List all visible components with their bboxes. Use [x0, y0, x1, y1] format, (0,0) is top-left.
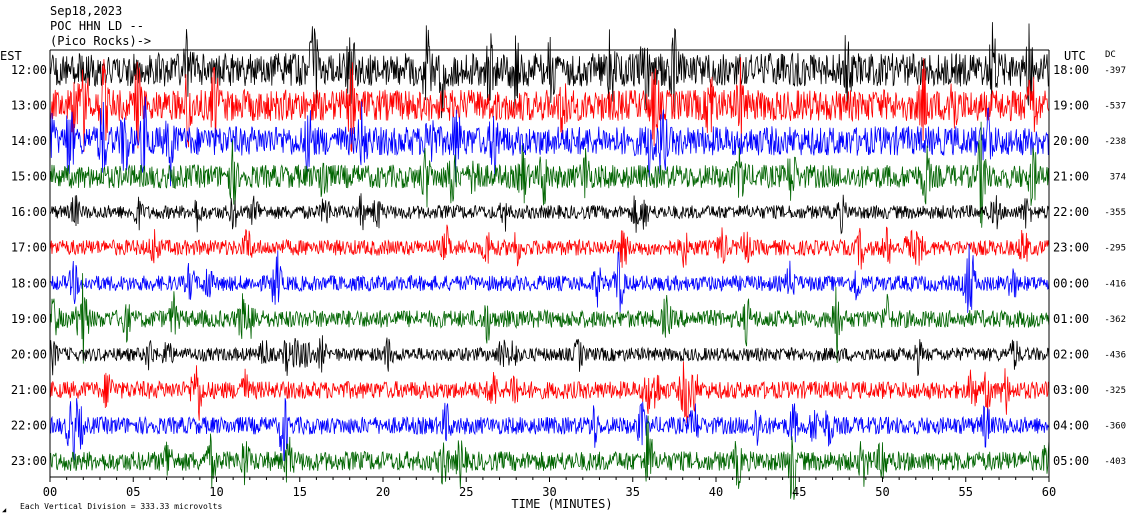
x-tick-label: 20: [376, 485, 390, 499]
utc-time-label: 03:00: [1053, 383, 1089, 397]
label-layer: EST UTC DC TIME (MINUTES) Each Vertical …: [0, 49, 1126, 514]
dc-offset-label: -355: [1104, 208, 1126, 218]
x-tick-label: 00: [43, 485, 57, 499]
x-tick-label: 55: [959, 485, 973, 499]
trace-row-9: [49, 335, 1050, 376]
x-tick-label: 35: [626, 485, 640, 499]
dc-offset-label: -537: [1104, 101, 1126, 111]
plot-frame: [49, 49, 1050, 482]
utc-time-label: 18:00: [1053, 63, 1089, 77]
x-tick-label: 05: [126, 485, 140, 499]
utc-time-label: 05:00: [1053, 454, 1089, 468]
dc-offset-label: -295: [1104, 244, 1126, 254]
x-tick-label: 40: [709, 485, 723, 499]
trace-row-7: [49, 243, 1050, 313]
trace-row-8: [49, 273, 1050, 364]
x-tick-label: 50: [875, 485, 889, 499]
est-time-label: 19:00: [11, 312, 47, 326]
trace-row-12: [49, 415, 1050, 500]
header-network: (Pico Rocks)->: [50, 34, 152, 48]
utc-time-label: 19:00: [1053, 98, 1089, 112]
dc-offset-label: -362: [1104, 315, 1126, 325]
x-tick-label: 15: [293, 485, 307, 499]
trace-row-11: [49, 398, 1050, 462]
utc-time-label: 04:00: [1053, 419, 1089, 433]
dc-offset-label: 374: [1110, 173, 1126, 183]
est-time-label: 14:00: [11, 134, 47, 148]
trace-row-6: [49, 224, 1050, 270]
utc-time-label: 21:00: [1053, 170, 1089, 184]
est-time-label: 12:00: [11, 63, 47, 77]
trace-row-4: [49, 121, 1050, 228]
est-time-label: 23:00: [11, 454, 47, 468]
est-time-label: 17:00: [11, 241, 47, 255]
utc-time-label: 02:00: [1053, 347, 1089, 361]
x-tick-label: 30: [542, 485, 556, 499]
utc-axis-label: UTC: [1064, 49, 1086, 63]
trace-row-5: [49, 193, 1050, 235]
dc-offset-label: -360: [1104, 422, 1126, 432]
utc-time-label: 00:00: [1053, 276, 1089, 290]
footer-note: Each Vertical Division = 333.33 microvol…: [20, 502, 222, 511]
est-time-label: 18:00: [11, 276, 47, 290]
trace-row-1: [49, 22, 1050, 119]
dc-offset-label: -436: [1104, 350, 1126, 360]
x-tick-label: 45: [792, 485, 806, 499]
dc-column-label: DC: [1105, 50, 1116, 60]
corner-mark: ◢: [2, 506, 7, 514]
est-time-label: 21:00: [11, 383, 47, 397]
trace-layer: [49, 22, 1050, 500]
est-time-label: 20:00: [11, 347, 47, 361]
est-axis-label: EST: [0, 49, 22, 63]
trace-row-10: [49, 361, 1050, 424]
dc-offset-label: -416: [1104, 279, 1126, 289]
dc-offset-label: -403: [1104, 457, 1126, 467]
utc-time-label: 22:00: [1053, 205, 1089, 219]
trace-row-3: [49, 96, 1050, 187]
est-time-label: 15:00: [11, 170, 47, 184]
est-time-label: 16:00: [11, 205, 47, 219]
utc-time-label: 20:00: [1053, 134, 1089, 148]
est-time-label: 13:00: [11, 98, 47, 112]
trace-row-2: [49, 57, 1050, 152]
utc-time-label: 23:00: [1053, 241, 1089, 255]
est-time-label: 22:00: [11, 419, 47, 433]
dc-offset-label: -238: [1104, 137, 1126, 147]
x-tick-label: 25: [459, 485, 473, 499]
x-tick-label: 60: [1042, 485, 1056, 499]
x-axis-title: TIME (MINUTES): [511, 497, 612, 511]
dc-offset-label: -325: [1104, 386, 1126, 396]
header-date: Sep18,2023: [50, 4, 123, 18]
utc-time-label: 01:00: [1053, 312, 1089, 326]
dc-offset-label: -397: [1104, 66, 1126, 76]
header-station: POC HHN LD --: [50, 19, 144, 33]
x-tick-label: 10: [209, 485, 223, 499]
